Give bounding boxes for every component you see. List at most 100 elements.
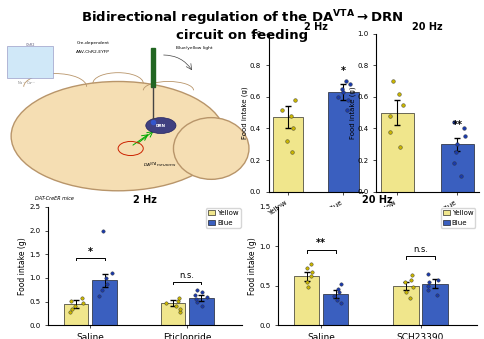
- Text: DA$^{VTA}$ neurons: DA$^{VTA}$ neurons: [143, 161, 177, 170]
- Text: DAT-CreER mice: DAT-CreER mice: [35, 196, 74, 201]
- Text: Na$^+$ Ca$^{2+}$: Na$^+$ Ca$^{2+}$: [17, 80, 37, 87]
- Point: [303, 279, 311, 285]
- Text: n.s.: n.s.: [413, 245, 428, 254]
- Bar: [273, 117, 303, 192]
- Point: [193, 299, 200, 304]
- Point: [424, 271, 432, 277]
- Point: [453, 149, 460, 155]
- Title: 20 Hz: 20 Hz: [362, 195, 393, 205]
- Bar: [7, 46, 53, 78]
- Y-axis label: Food intake (g): Food intake (g): [18, 237, 27, 295]
- Point: [193, 287, 201, 293]
- Point: [396, 145, 404, 150]
- Title: 2 Hz: 2 Hz: [133, 195, 157, 205]
- Point: [108, 271, 116, 276]
- Point: [402, 279, 409, 285]
- Point: [407, 277, 415, 282]
- Point: [450, 119, 458, 125]
- Legend: Yellow, Blue: Yellow, Blue: [206, 208, 241, 228]
- Point: [389, 78, 397, 84]
- Point: [79, 300, 87, 305]
- Point: [342, 78, 349, 84]
- Bar: [441, 144, 474, 192]
- Y-axis label: Food intake (g): Food intake (g): [242, 86, 248, 139]
- Point: [289, 126, 297, 131]
- Point: [307, 274, 315, 279]
- Text: **: **: [453, 120, 463, 130]
- Point: [409, 285, 417, 290]
- Bar: [328, 92, 359, 192]
- Text: Bidirectional regulation of the DA$^{\mathbf{VTA}}$$\mathbf{\rightarrow}$DRN: Bidirectional regulation of the DA$^{\ma…: [81, 8, 403, 28]
- Point: [386, 129, 394, 134]
- Point: [95, 293, 103, 299]
- Text: ChR2: ChR2: [25, 43, 35, 47]
- Point: [67, 298, 75, 303]
- Text: circuit on feeding: circuit on feeding: [176, 29, 308, 42]
- Text: AAV-ChR2-EYFP: AAV-ChR2-EYFP: [76, 50, 110, 54]
- Bar: [423, 283, 448, 325]
- Point: [331, 294, 338, 299]
- Ellipse shape: [173, 118, 249, 179]
- Point: [287, 113, 295, 119]
- Point: [399, 102, 407, 107]
- Point: [346, 82, 353, 87]
- Point: [453, 142, 461, 147]
- Bar: [393, 286, 419, 325]
- Point: [335, 290, 343, 295]
- Point: [193, 297, 200, 302]
- Point: [176, 306, 183, 312]
- Point: [406, 295, 413, 300]
- Title: 2 Hz: 2 Hz: [304, 22, 328, 32]
- Text: *: *: [341, 66, 346, 77]
- Point: [174, 298, 182, 303]
- Text: **: **: [317, 238, 326, 248]
- Y-axis label: Food intake (g): Food intake (g): [248, 237, 257, 295]
- Point: [103, 275, 110, 281]
- Point: [304, 285, 312, 290]
- Point: [66, 310, 74, 315]
- Ellipse shape: [11, 81, 225, 191]
- Point: [425, 279, 433, 285]
- Point: [334, 286, 342, 292]
- Point: [203, 294, 211, 300]
- Point: [176, 310, 183, 315]
- Bar: [189, 298, 213, 325]
- Point: [386, 113, 393, 119]
- Point: [344, 97, 351, 103]
- Point: [191, 292, 199, 297]
- Point: [424, 283, 432, 288]
- Point: [395, 91, 403, 97]
- Point: [457, 173, 465, 178]
- Point: [337, 282, 345, 287]
- Point: [288, 149, 296, 155]
- Point: [343, 107, 351, 112]
- Point: [162, 300, 169, 305]
- Bar: [381, 113, 414, 192]
- Point: [450, 160, 458, 166]
- Point: [71, 304, 78, 309]
- Point: [104, 281, 111, 286]
- Point: [198, 290, 206, 295]
- Point: [78, 295, 86, 301]
- Point: [308, 269, 316, 274]
- Point: [337, 301, 345, 306]
- Point: [435, 277, 442, 282]
- Bar: [294, 276, 319, 325]
- Point: [99, 228, 107, 233]
- Point: [278, 107, 286, 112]
- Text: n.s.: n.s.: [180, 271, 195, 280]
- Point: [98, 287, 106, 293]
- Point: [403, 290, 410, 295]
- Point: [198, 303, 206, 308]
- Point: [307, 261, 315, 266]
- Y-axis label: Food intake (g): Food intake (g): [349, 86, 356, 139]
- Point: [291, 97, 299, 103]
- Bar: [151, 48, 154, 87]
- Text: DRN: DRN: [156, 124, 166, 127]
- Point: [339, 89, 347, 95]
- Point: [283, 138, 291, 144]
- Bar: [161, 303, 185, 325]
- Ellipse shape: [146, 118, 176, 134]
- Bar: [92, 280, 117, 325]
- Bar: [323, 294, 348, 325]
